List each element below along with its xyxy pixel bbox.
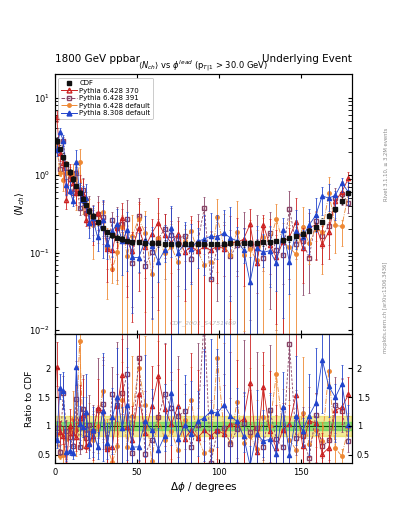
Y-axis label: Ratio to CDF: Ratio to CDF bbox=[25, 370, 34, 426]
Text: Rivet 3.1.10, ≥ 3.2M events: Rivet 3.1.10, ≥ 3.2M events bbox=[384, 127, 388, 201]
Bar bbox=[55, 416, 352, 436]
Bar bbox=[55, 422, 352, 430]
Title: $\langle N_{ch}\rangle$ vs $\phi^{lead}$ (p$_{T|1}$ > 30.0 GeV): $\langle N_{ch}\rangle$ vs $\phi^{lead}$… bbox=[138, 59, 268, 74]
X-axis label: $\Delta\phi$ / degrees: $\Delta\phi$ / degrees bbox=[169, 480, 237, 494]
Text: 1800 GeV ppbar: 1800 GeV ppbar bbox=[55, 54, 140, 64]
Y-axis label: $\langle N_{ch}\rangle$: $\langle N_{ch}\rangle$ bbox=[13, 191, 27, 216]
Text: mcplots.cern.ch [arXiv:1306.3436]: mcplots.cern.ch [arXiv:1306.3436] bbox=[384, 262, 388, 353]
Text: Underlying Event: Underlying Event bbox=[262, 54, 352, 64]
Legend: CDF, Pythia 6.428 370, Pythia 6.428 391, Pythia 6.428 default, Pythia 8.308 defa: CDF, Pythia 6.428 370, Pythia 6.428 391,… bbox=[59, 78, 153, 119]
Text: CDF_2001_S4751469: CDF_2001_S4751469 bbox=[170, 320, 237, 326]
